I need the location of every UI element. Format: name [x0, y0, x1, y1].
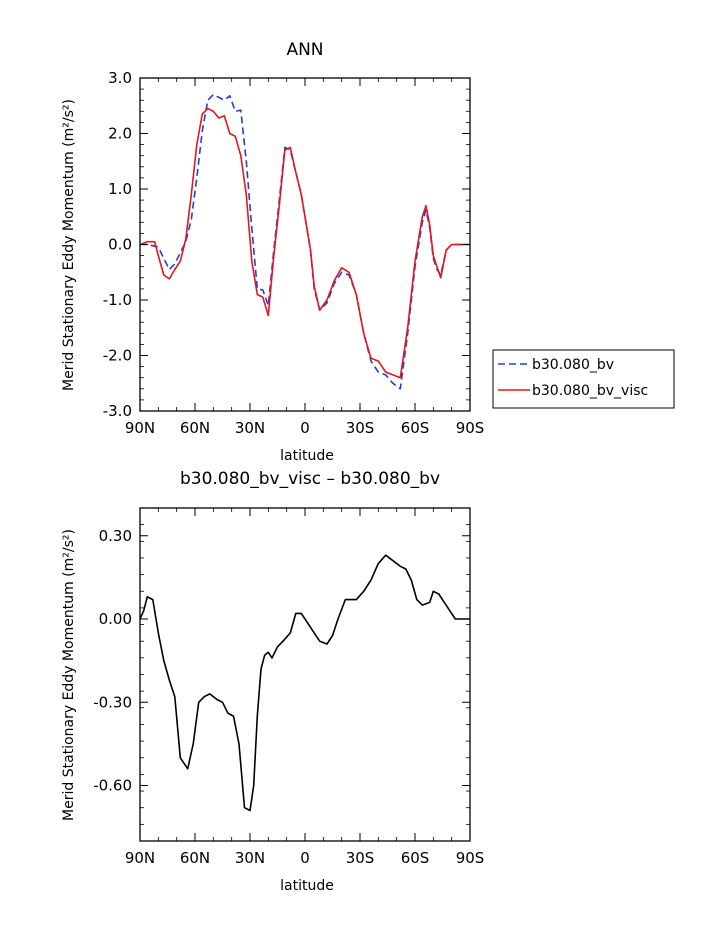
- legend-label-b30-080-bv: b30.080_bv: [532, 357, 614, 373]
- top-panel: ANN 3.0 2.0 1.0 0.0 -1.0 -2.0 -3.0 90N 60N 30N 0 3…: [61, 40, 675, 464]
- top-x-tick-label: 60N: [180, 419, 210, 437]
- bottom-y-axis-label: Merid Stationary Eddy Momentum (m²/s²): [61, 529, 77, 821]
- top-plot-frame: [139, 77, 471, 412]
- bottom-y-tick-label: -0.60: [93, 777, 132, 795]
- legend-box: [492, 349, 675, 409]
- bottom-panel: b30.080_bv_visc – b30.080_bv 0.30 0.00 -0.…: [61, 469, 484, 894]
- legend: b30.080_bv b30.080_bv_visc: [492, 349, 675, 409]
- bottom-chart-title: b30.080_bv_visc – b30.080_bv: [180, 469, 440, 489]
- top-x-axis-label: latitude: [280, 448, 334, 464]
- bottom-x-tick-label: 90N: [125, 849, 155, 867]
- legend-label-b30-080-bv-visc: b30.080_bv_visc: [532, 383, 648, 399]
- top-x-tick-label: 90N: [125, 419, 155, 437]
- top-chart-title: ANN: [286, 40, 323, 60]
- top-x-tick-label: 90S: [456, 419, 485, 437]
- top-y-tick-label: -1.0: [103, 291, 132, 309]
- top-x-tick-label: 30N: [235, 419, 265, 437]
- top-series-line-b30-080-bv-visc: [139, 107, 470, 379]
- top-y-axis-label: Merid Stationary Eddy Momentum (m²/s²): [61, 99, 77, 391]
- bottom-x-tick-label: 30N: [235, 849, 265, 867]
- bottom-x-tick-label: 0: [300, 849, 310, 867]
- top-x-tick-label: 60S: [401, 419, 430, 437]
- top-y-tick-label: -2.0: [103, 347, 132, 365]
- top-y-tick-label: 3.0: [108, 69, 132, 87]
- bottom-x-tick-label: 60N: [180, 849, 210, 867]
- bottom-x-tick-label: 90S: [456, 849, 485, 867]
- bottom-plot-frame: [139, 507, 471, 842]
- top-x-tick-label: 30S: [346, 419, 375, 437]
- top-y-tick-label: 2.0: [108, 125, 132, 143]
- bottom-y-tick-label: 0.30: [99, 527, 132, 545]
- top-x-tick-label: 0: [300, 419, 310, 437]
- bottom-x-tick-label: 60S: [401, 849, 430, 867]
- bottom-y-tick-label: 0.00: [99, 610, 132, 628]
- bottom-y-tick-label: -0.30: [93, 693, 132, 711]
- bottom-series-line-b30-080-bv-visc-b30-080-bv: [139, 554, 470, 812]
- top-y-tick-label: 0.0: [108, 236, 132, 254]
- bottom-x-tick-label: 30S: [346, 849, 375, 867]
- top-series-line-b30-080-bv: [140, 93, 470, 390]
- bottom-x-axis-label: latitude: [280, 878, 334, 894]
- top-y-tick-label: 1.0: [108, 180, 132, 198]
- top-y-tick-label: -3.0: [103, 402, 132, 420]
